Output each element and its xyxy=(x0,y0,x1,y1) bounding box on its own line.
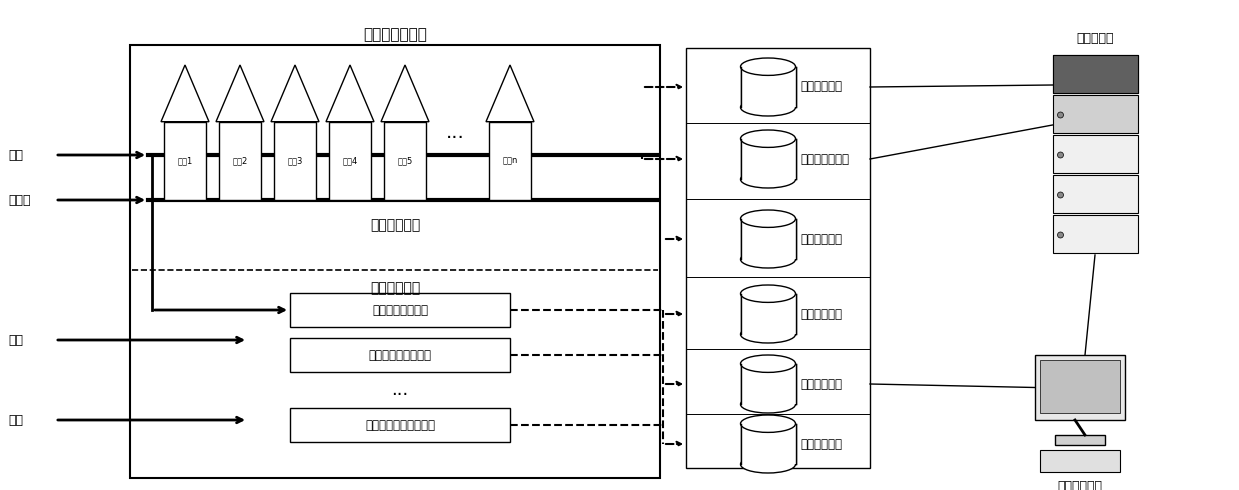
Text: 家庭4: 家庭4 xyxy=(342,156,358,165)
Text: 家庭1: 家庭1 xyxy=(177,156,192,165)
Polygon shape xyxy=(382,65,429,122)
Ellipse shape xyxy=(741,395,795,413)
Text: 天然气采集单元: 天然气采集单元 xyxy=(800,152,850,166)
Circle shape xyxy=(1058,232,1063,238)
Text: 柴油: 柴油 xyxy=(7,414,24,426)
Text: 电力采集单元: 电力采集单元 xyxy=(800,80,843,94)
Bar xyxy=(1054,435,1105,445)
Text: 居民居住区域: 居民居住区域 xyxy=(370,218,420,232)
Text: 家庭n: 家庭n xyxy=(502,156,518,165)
Circle shape xyxy=(1058,112,1063,118)
Circle shape xyxy=(1058,192,1063,198)
Text: 废水采集单元: 废水采集单元 xyxy=(800,438,843,450)
Ellipse shape xyxy=(741,58,795,75)
Ellipse shape xyxy=(741,325,795,343)
Polygon shape xyxy=(486,65,534,122)
Text: 汽油（如社区汽车）: 汽油（如社区汽车） xyxy=(368,348,431,362)
Ellipse shape xyxy=(741,171,795,188)
Text: 社区碳排放边界: 社区碳排放边界 xyxy=(363,27,427,42)
Bar xyxy=(741,67,795,107)
Bar xyxy=(1040,360,1120,413)
Bar xyxy=(741,294,795,334)
Bar xyxy=(1052,215,1137,253)
Bar xyxy=(741,364,795,404)
Text: 天然气: 天然气 xyxy=(7,194,31,206)
Bar xyxy=(1052,55,1137,93)
Text: 存储服务器: 存储服务器 xyxy=(1077,32,1114,45)
Bar xyxy=(219,122,261,200)
Bar xyxy=(1052,135,1137,173)
Bar xyxy=(1040,450,1120,472)
Text: ...: ... xyxy=(392,381,409,399)
Ellipse shape xyxy=(741,355,795,372)
Text: 垃圾采集单元: 垃圾采集单元 xyxy=(800,377,843,391)
Bar xyxy=(1052,175,1137,213)
Text: 社区公共区域: 社区公共区域 xyxy=(370,281,420,295)
Ellipse shape xyxy=(741,210,795,227)
Bar xyxy=(290,408,510,442)
Polygon shape xyxy=(216,65,264,122)
Polygon shape xyxy=(161,65,209,122)
Polygon shape xyxy=(271,65,318,122)
Bar xyxy=(290,293,510,327)
Bar xyxy=(741,424,795,465)
Text: ...: ... xyxy=(446,123,465,142)
Ellipse shape xyxy=(741,98,795,116)
Bar xyxy=(384,122,426,200)
Bar xyxy=(130,45,660,478)
Text: 汽油采集单元: 汽油采集单元 xyxy=(800,232,843,245)
Bar xyxy=(741,139,795,179)
Bar xyxy=(1052,55,1137,93)
Polygon shape xyxy=(326,65,374,122)
Text: 电力: 电力 xyxy=(7,148,24,162)
Text: 柴油（如应急发电机）: 柴油（如应急发电机） xyxy=(366,418,435,432)
Ellipse shape xyxy=(741,415,795,432)
Text: 电力（如照明等）: 电力（如照明等） xyxy=(372,303,427,317)
Text: 家庭5: 家庭5 xyxy=(398,156,413,165)
Text: 家庭3: 家庭3 xyxy=(287,156,302,165)
Ellipse shape xyxy=(741,250,795,268)
Bar xyxy=(328,122,372,200)
Circle shape xyxy=(1058,152,1063,158)
Bar xyxy=(164,122,206,200)
Bar xyxy=(1052,95,1137,133)
Text: 家庭2: 家庭2 xyxy=(233,156,248,165)
Bar xyxy=(741,219,795,259)
Bar xyxy=(274,122,316,200)
Bar xyxy=(290,338,510,372)
Ellipse shape xyxy=(741,285,795,302)
Ellipse shape xyxy=(741,130,795,147)
Text: 汽油: 汽油 xyxy=(7,334,24,346)
Bar xyxy=(489,122,532,200)
Bar xyxy=(1035,355,1125,420)
Text: 数据分析系统: 数据分析系统 xyxy=(1058,480,1103,490)
Ellipse shape xyxy=(741,456,795,473)
Text: 柴油采集单元: 柴油采集单元 xyxy=(800,308,843,320)
Bar xyxy=(686,48,870,468)
